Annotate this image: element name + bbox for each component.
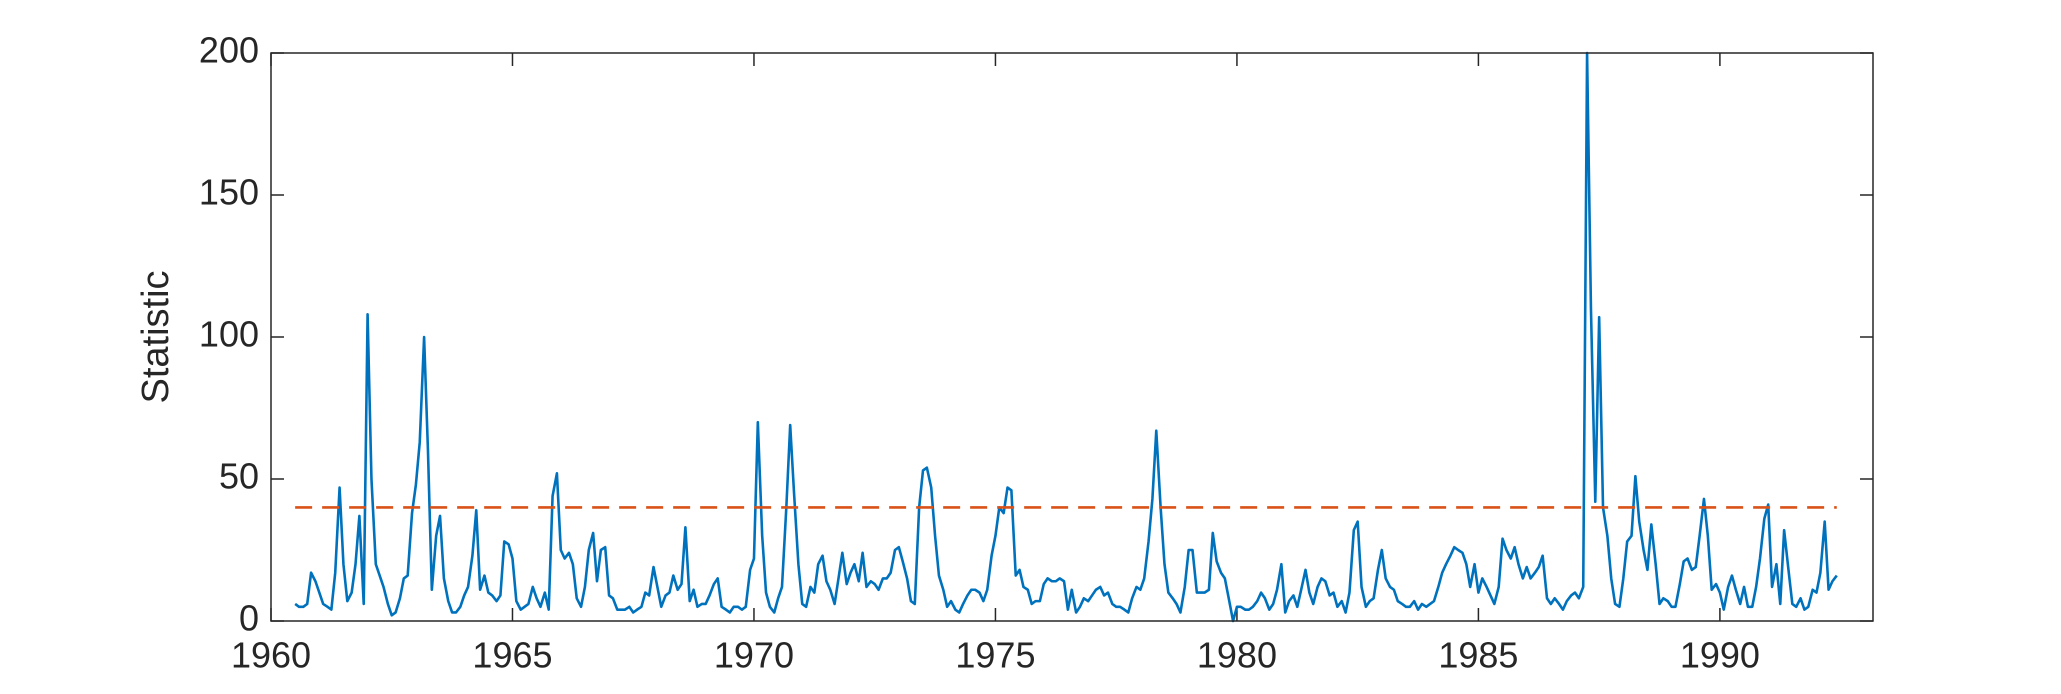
- x-tick-label: 1965: [472, 635, 552, 676]
- y-tick-label: 150: [199, 172, 259, 213]
- x-tick-label: 1960: [231, 635, 311, 676]
- y-tick-label: 200: [199, 30, 259, 71]
- y-tick-label: 100: [199, 314, 259, 355]
- data-line: [294, 51, 1838, 623]
- axes-box: [270, 52, 1874, 622]
- y-axis-label: Statistic: [135, 270, 177, 403]
- x-tick-label: 1985: [1438, 635, 1518, 676]
- x-tick-label: 1970: [714, 635, 794, 676]
- y-tick-label: 0: [239, 598, 259, 639]
- x-tick-label: 1990: [1680, 635, 1760, 676]
- x-tick-label: 1980: [1197, 635, 1277, 676]
- x-tick-label: 1975: [955, 635, 1035, 676]
- y-tick-label: 50: [219, 456, 259, 497]
